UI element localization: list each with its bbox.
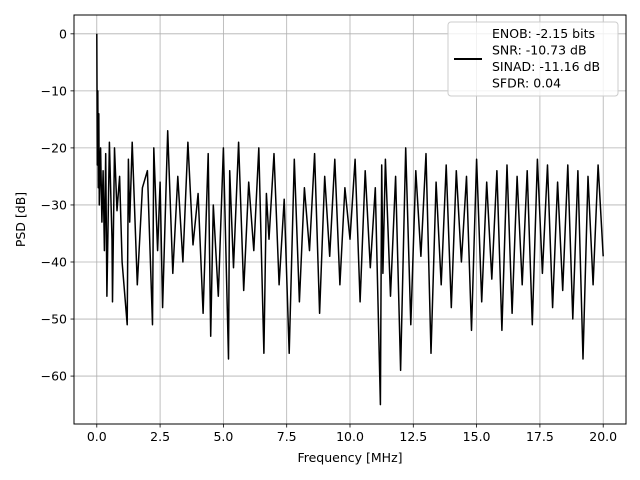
y-tick-label: −50: [41, 312, 67, 327]
legend-entry-sfdr: SFDR: 0.04: [492, 76, 561, 91]
y-tick-label: −20: [41, 140, 67, 155]
y-axis-label: PSD [dB]: [13, 192, 28, 247]
x-axis: 0.0 2.5 5.0 7.5 10.0 12.5 15.0 17.5 20.0: [87, 424, 617, 444]
psd-series-line: [96, 33, 604, 406]
x-tick-label: 7.5: [277, 429, 297, 444]
x-tick-label: 12.5: [399, 429, 427, 444]
legend-entry-enob: ENOB: -2.15 bits: [492, 26, 595, 41]
y-tick-label: −60: [41, 369, 67, 384]
y-tick-label: −30: [41, 197, 67, 212]
legend-entry-snr: SNR: -10.73 dB: [492, 43, 587, 58]
legend: ENOB: -2.15 bits SNR: -10.73 dB SINAD: -…: [447, 21, 619, 97]
x-tick-label: 17.5: [526, 429, 554, 444]
legend-entry-sinad: SINAD: -11.16 dB: [492, 59, 600, 74]
x-axis-label: Frequency [MHz]: [297, 450, 402, 465]
y-tick-label: −40: [41, 254, 67, 269]
y-axis: 0 −10 −20 −30 −40 −50 −60: [41, 26, 74, 384]
series-layer: [96, 33, 604, 406]
legend-box: [447, 21, 619, 97]
x-tick-label: 15.0: [463, 429, 491, 444]
y-tick-label: −10: [41, 83, 67, 98]
y-tick-label: 0: [59, 26, 67, 41]
x-tick-label: 2.5: [150, 429, 170, 444]
x-tick-label: 10.0: [336, 429, 364, 444]
x-tick-label: 0.0: [87, 429, 107, 444]
x-tick-label: 5.0: [213, 429, 233, 444]
x-tick-label: 20.0: [589, 429, 617, 444]
